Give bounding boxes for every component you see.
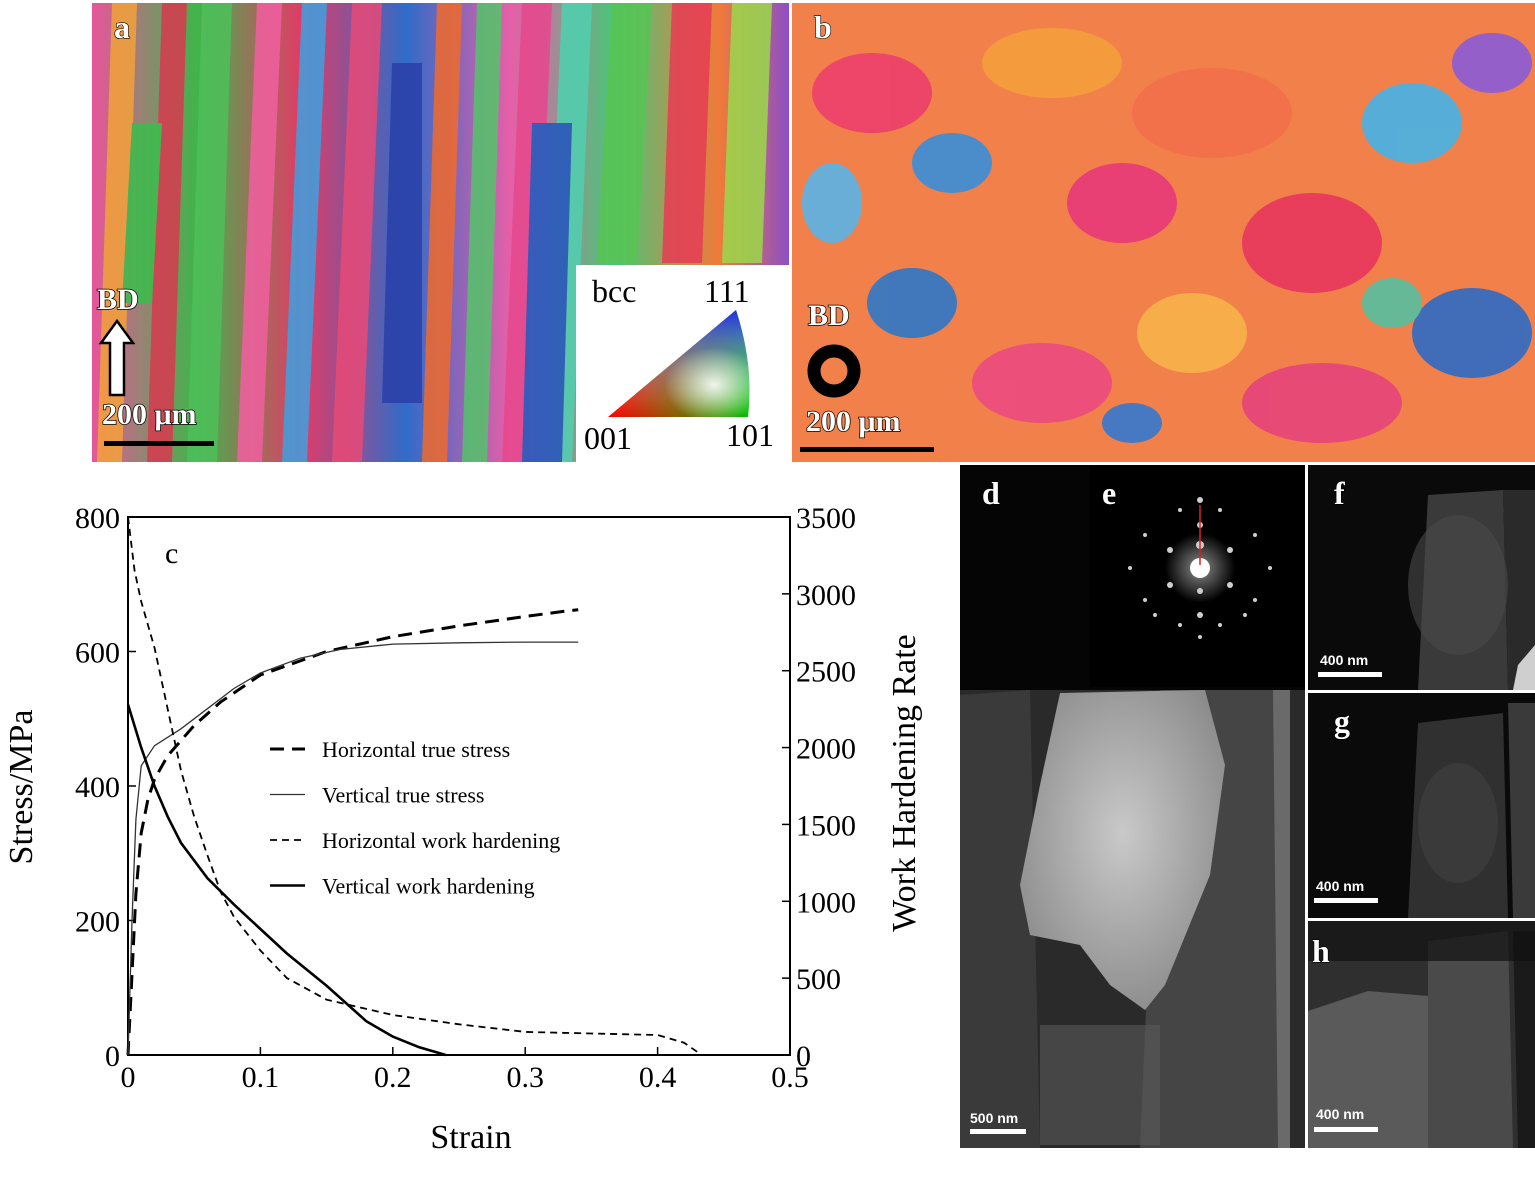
y-tick-label: 800 xyxy=(75,502,120,535)
scale-label-h: 400 nm xyxy=(1316,1106,1365,1122)
scale-bar-a xyxy=(104,441,214,446)
panel-label-f: f xyxy=(1333,474,1345,511)
panel-label-g: g xyxy=(1333,702,1350,739)
y-tick-label: 0 xyxy=(105,1040,120,1073)
tem-d-image xyxy=(960,465,1305,1148)
panel-label-d: d xyxy=(981,474,1000,511)
x-axis-label: Strain xyxy=(430,1119,511,1156)
scale-bar-g xyxy=(1314,898,1378,903)
scale-bar-h xyxy=(1314,1127,1378,1132)
x-tick-label: 0 xyxy=(121,1061,136,1094)
scale-label-a: 200 μm xyxy=(101,397,197,432)
y2-axis-label: Work Hardening Rate xyxy=(886,634,923,932)
y2-tick-label: 2500 xyxy=(796,656,856,689)
scale-bar-f xyxy=(1318,672,1382,677)
series-line-0 xyxy=(126,608,579,1056)
panel-a-ebsd-map: a BD 200 μm xyxy=(92,3,789,462)
scale-label-d: 500 nm xyxy=(970,1110,1019,1126)
ipf-label-111: 111 xyxy=(704,273,750,309)
ipf-phase-label: bcc xyxy=(592,273,637,309)
legend-label-3: Vertical work hardening xyxy=(322,874,535,899)
panel-c-stress-strain-chart: 0 0.1 0.2 0.3 0.4 0.5 0 200 400 600 800 0 500 1000 150… xyxy=(0,465,955,1170)
ipf-label-101: 101 xyxy=(726,417,774,453)
ipf-color-key: bcc 111 001 101 xyxy=(576,265,789,462)
ebsd-map-a-image xyxy=(92,3,789,462)
y-axis-label: Stress/MPa xyxy=(3,710,40,865)
tem-h-image xyxy=(1308,921,1535,1148)
y-tick-label: 200 xyxy=(75,906,120,939)
build-direction-label-b: BD xyxy=(807,298,850,333)
panel-b-ebsd-map: b BD 200 μm xyxy=(792,3,1535,462)
y2-tick-label: 0 xyxy=(796,1040,811,1073)
out-of-plane-direction-icon xyxy=(807,344,861,398)
series-line-3 xyxy=(126,704,447,1057)
arrow-up-icon xyxy=(98,319,136,397)
panel-e-diffraction-pattern: e xyxy=(1090,465,1305,687)
y2-tick-label: 3500 xyxy=(796,502,856,535)
series-line-2 xyxy=(127,516,698,1053)
scale-label-b: 200 μm xyxy=(805,404,901,439)
y2-tick-label: 1500 xyxy=(796,809,856,842)
stress-strain-chart: 0 0.1 0.2 0.3 0.4 0.5020040060080005001000150… xyxy=(3,502,923,1156)
panel-label-e: e xyxy=(1101,474,1117,511)
y-tick-label: 400 xyxy=(75,771,120,804)
y2-tick-label: 1000 xyxy=(796,886,856,919)
ipf-label-001: 001 xyxy=(584,420,632,456)
x-tick-label: 0.3 xyxy=(506,1061,544,1094)
x-tick-label: 0.4 xyxy=(639,1061,677,1094)
ipf-triangle xyxy=(608,310,750,417)
panel-d-tem-image: d 500 nm xyxy=(960,465,1305,1148)
series-line-1 xyxy=(127,641,579,1056)
y2-tick-label: 2000 xyxy=(796,733,856,766)
scale-label-g: 400 nm xyxy=(1316,878,1365,894)
panel-label-a: a xyxy=(113,8,130,45)
scale-bar-d xyxy=(970,1129,1026,1134)
scale-label-f: 400 nm xyxy=(1320,652,1369,668)
panel-label-h: h xyxy=(1311,932,1330,969)
x-tick-label: 0.5 xyxy=(771,1061,809,1094)
tem-g-image xyxy=(1308,693,1535,918)
legend-label-0: Horizontal true stress xyxy=(322,737,510,762)
build-direction-label-a: BD xyxy=(96,282,139,317)
y2-tick-label: 500 xyxy=(796,963,841,996)
ebsd-map-b-image xyxy=(792,3,1535,462)
panel-f-tem-image: f 400 nm xyxy=(1308,465,1535,690)
panel-h-tem-image: h 400 nm xyxy=(1308,921,1535,1148)
scale-bar-b xyxy=(800,447,934,452)
chart-panel-label: c xyxy=(165,537,178,570)
x-tick-label: 0.1 xyxy=(242,1061,280,1094)
panel-g-tem-image: g 400 nm xyxy=(1308,693,1535,918)
legend-label-2: Horizontal work hardening xyxy=(322,828,560,853)
panel-label-b: b xyxy=(813,8,832,45)
y2-tick-label: 3000 xyxy=(796,579,856,612)
x-tick-label: 0.2 xyxy=(374,1061,412,1094)
diffraction-pattern-image xyxy=(1128,497,1272,639)
y-tick-label: 600 xyxy=(75,637,120,670)
tem-f-image xyxy=(1308,465,1535,690)
legend-label-1: Vertical true stress xyxy=(322,783,485,808)
